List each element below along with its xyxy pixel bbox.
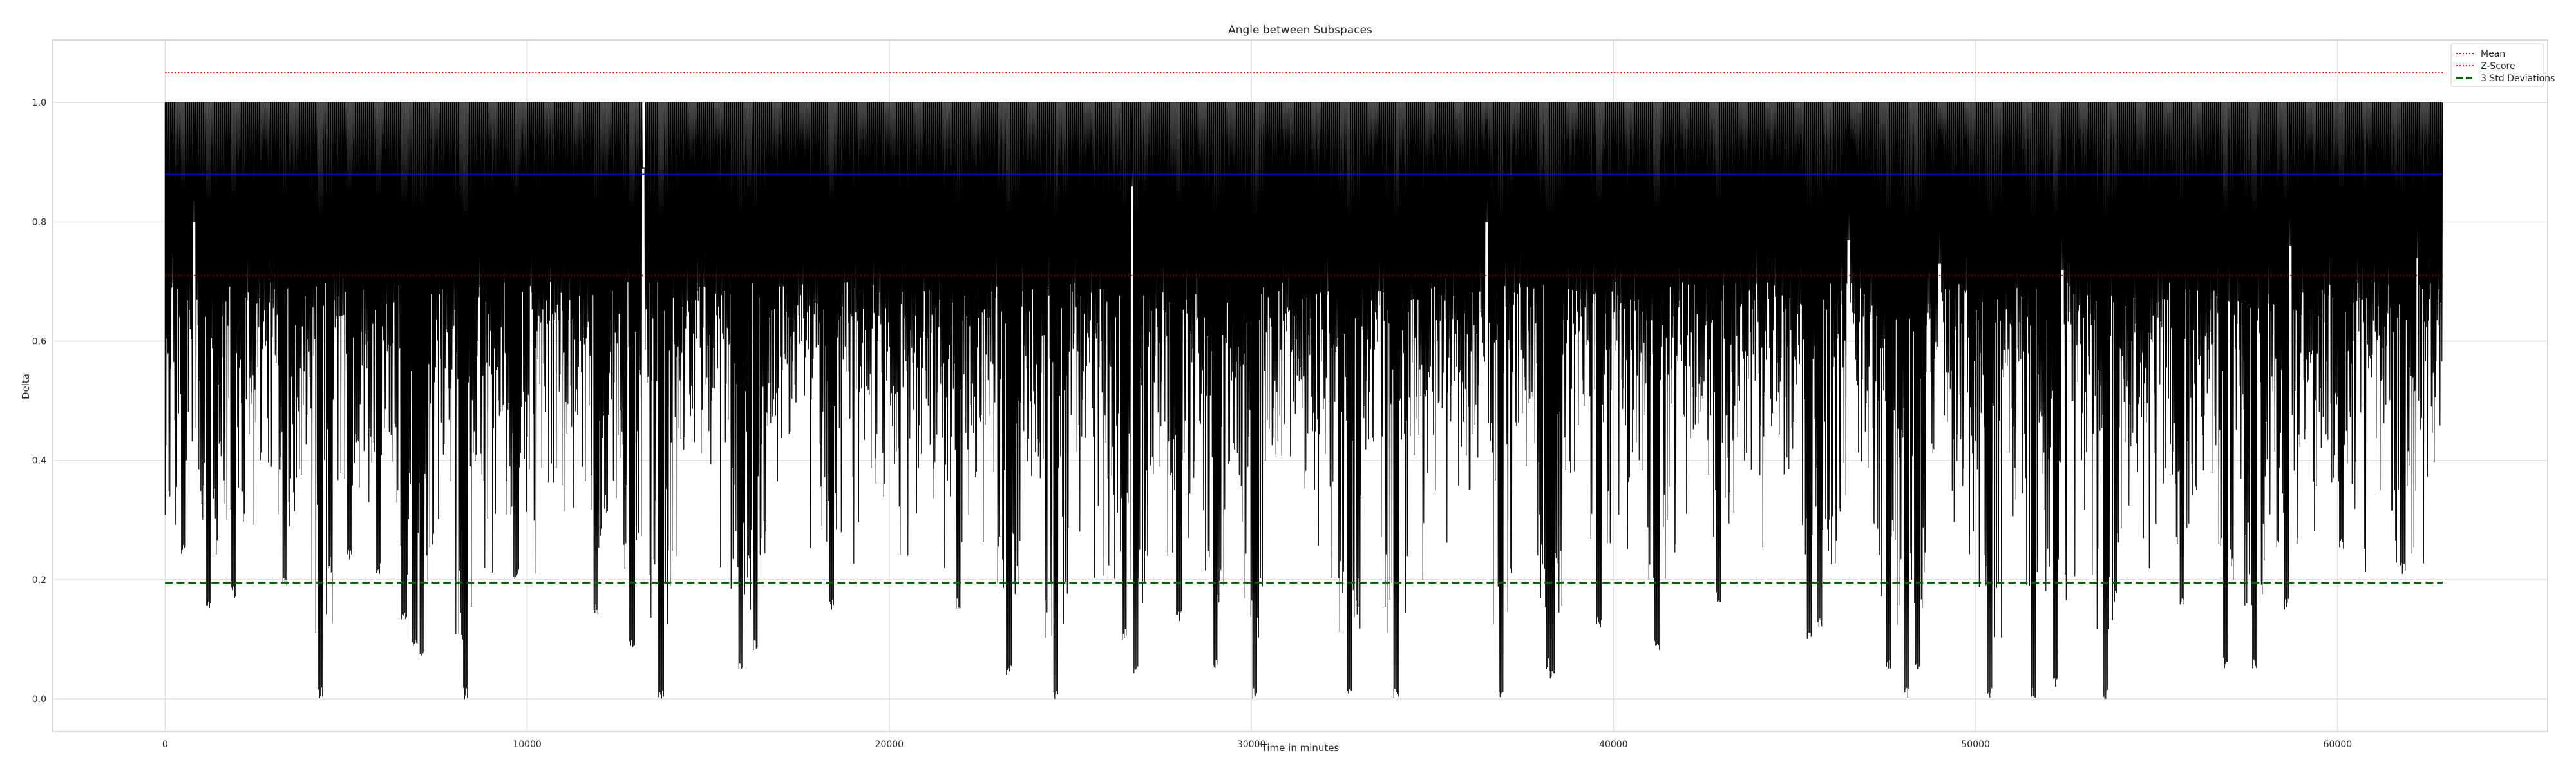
- x-axis-label: Time in minutes: [1261, 742, 1340, 754]
- x-tick-label: 50000: [1961, 740, 1990, 750]
- chart-title: Angle between Subspaces: [1228, 24, 1372, 37]
- x-tick-label: 10000: [513, 740, 542, 750]
- legend-label: 3 Std Deviations: [2481, 73, 2555, 84]
- x-tick-label: 60000: [2324, 740, 2353, 750]
- y-tick-label: 0.0: [32, 694, 46, 705]
- x-tick-label: 30000: [1237, 740, 1266, 750]
- y-tick-label: 0.2: [32, 575, 46, 586]
- signal-line: [164, 102, 2443, 700]
- x-tick-label: 40000: [1599, 740, 1628, 750]
- y-tick-label: 1.0: [32, 98, 46, 108]
- legend-label: Mean: [2481, 49, 2505, 59]
- y-tick-label: 0.4: [32, 456, 46, 466]
- reference-lines: [165, 72, 2443, 584]
- y-axis-label: Delta: [20, 374, 32, 399]
- signal-series: [164, 102, 2443, 700]
- y-tick-label: 0.6: [32, 337, 46, 347]
- x-tick-label: 20000: [875, 740, 904, 750]
- x-tick-label: 0: [162, 740, 168, 750]
- y-axis: 0.0 0.2 0.4 0.6 0.8 1.0: [32, 98, 46, 705]
- x-axis: 0 10000 20000 30000 40000 50000 60000: [162, 740, 2352, 750]
- legend-label: Z-Score: [2481, 61, 2515, 72]
- y-tick-label: 0.8: [32, 217, 46, 227]
- legend-box: [2450, 43, 2544, 87]
